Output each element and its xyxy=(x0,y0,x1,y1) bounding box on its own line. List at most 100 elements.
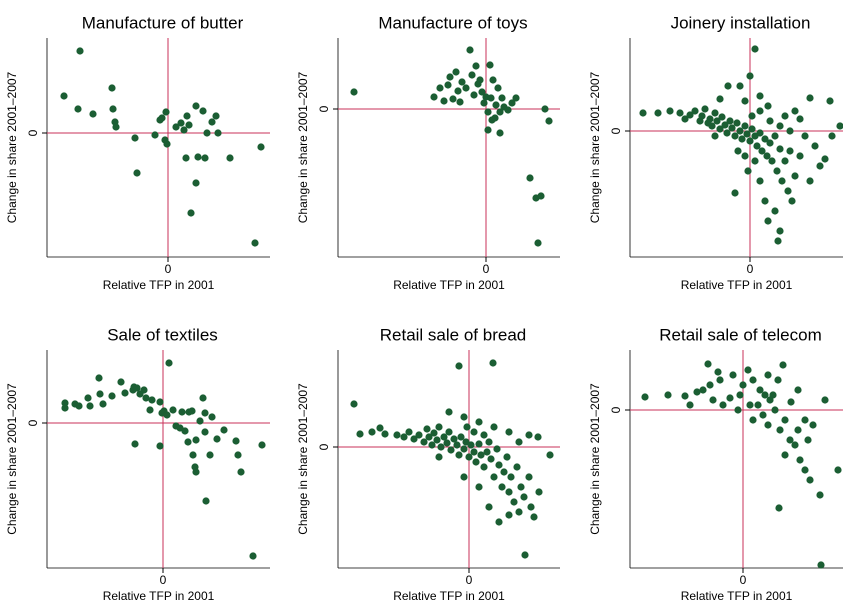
x-tick-label: 0 xyxy=(483,262,490,276)
point xyxy=(452,68,460,76)
point xyxy=(718,113,726,121)
point xyxy=(440,433,448,441)
point xyxy=(189,451,197,459)
point xyxy=(776,426,784,434)
point xyxy=(96,390,104,398)
point xyxy=(480,463,488,471)
point xyxy=(541,105,549,113)
panel: Joinery installation Change in share 2001… xyxy=(588,13,843,292)
panel: Manufacture of toys Change in share 2001–… xyxy=(296,13,560,292)
y-tick-label: 0 xyxy=(26,129,40,136)
point xyxy=(95,374,103,382)
point xyxy=(741,122,749,130)
x-axis-label: Relative TFP in 2001 xyxy=(681,589,793,603)
point xyxy=(764,371,772,379)
point xyxy=(537,192,545,200)
point xyxy=(251,239,259,247)
point xyxy=(220,426,228,434)
point xyxy=(480,99,488,107)
point xyxy=(415,431,423,439)
x-tick-label: 0 xyxy=(466,573,473,587)
point xyxy=(203,129,211,137)
point xyxy=(201,154,209,162)
point xyxy=(826,97,834,105)
point xyxy=(731,189,739,197)
point xyxy=(214,129,222,137)
point xyxy=(736,82,744,90)
point xyxy=(487,455,495,463)
point xyxy=(494,84,502,92)
point xyxy=(744,366,752,374)
point xyxy=(196,417,204,425)
point xyxy=(743,130,751,138)
chart-title: Manufacture of toys xyxy=(378,13,527,32)
point xyxy=(169,406,177,414)
point xyxy=(736,391,744,399)
point xyxy=(713,117,721,125)
point xyxy=(466,46,474,54)
point xyxy=(226,154,234,162)
point xyxy=(109,105,117,113)
point xyxy=(430,93,438,101)
point xyxy=(486,61,494,69)
point xyxy=(796,456,804,464)
point xyxy=(435,423,443,431)
point xyxy=(698,112,706,120)
point xyxy=(350,88,358,96)
point xyxy=(510,498,518,506)
point xyxy=(117,378,125,386)
point xyxy=(693,388,701,396)
point xyxy=(513,463,521,471)
x-axis-label: Relative TFP in 2001 xyxy=(393,278,505,292)
point xyxy=(781,451,789,459)
point xyxy=(676,109,684,117)
point xyxy=(515,508,523,516)
point xyxy=(237,468,245,476)
point xyxy=(495,461,503,469)
point xyxy=(450,435,458,443)
point xyxy=(460,473,468,481)
point xyxy=(490,473,498,481)
point xyxy=(76,47,84,55)
point xyxy=(187,209,195,217)
point xyxy=(746,72,754,80)
point xyxy=(806,177,814,185)
point xyxy=(488,116,496,124)
point xyxy=(133,384,141,392)
point xyxy=(714,368,722,376)
point xyxy=(249,552,257,560)
point xyxy=(788,197,796,205)
point xyxy=(530,513,538,521)
point xyxy=(796,152,804,160)
point xyxy=(781,416,789,424)
point xyxy=(194,153,202,161)
point xyxy=(498,483,506,491)
point xyxy=(213,435,221,443)
point xyxy=(192,179,200,187)
point xyxy=(368,428,376,436)
point xyxy=(61,399,69,407)
point xyxy=(500,468,508,476)
point xyxy=(503,453,511,461)
point xyxy=(470,448,478,456)
point xyxy=(746,401,754,409)
point xyxy=(199,394,207,402)
point xyxy=(484,126,492,134)
point xyxy=(232,437,240,445)
chart-title: Sale of textiles xyxy=(107,325,218,344)
point xyxy=(475,418,483,426)
point xyxy=(796,115,804,123)
point xyxy=(784,187,792,195)
point xyxy=(691,107,699,115)
point xyxy=(475,483,483,491)
point xyxy=(751,45,759,53)
point xyxy=(496,108,504,116)
point xyxy=(463,423,471,431)
point xyxy=(457,433,465,441)
point xyxy=(112,123,120,131)
point xyxy=(751,157,759,165)
point xyxy=(445,408,453,416)
point xyxy=(131,440,139,448)
point xyxy=(764,421,772,429)
point xyxy=(801,132,809,140)
